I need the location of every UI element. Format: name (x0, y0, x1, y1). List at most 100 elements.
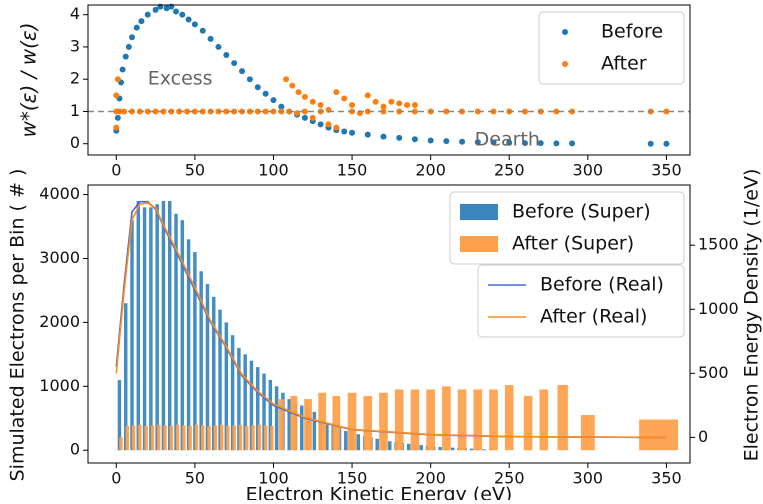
point (173, 8, 180, 15)
point (372, 98, 379, 105)
point (289, 82, 296, 89)
bar (539, 389, 549, 451)
point (309, 114, 316, 121)
bar (263, 425, 268, 451)
point (474, 108, 481, 115)
line (115, 202, 667, 439)
point (647, 140, 654, 147)
point (262, 108, 269, 115)
legend-box (538, 11, 685, 85)
bar (142, 207, 147, 451)
point (341, 128, 348, 135)
bar (457, 389, 467, 451)
point (349, 102, 356, 108)
y-tick-label: 3 (70, 36, 80, 55)
bar (168, 200, 172, 451)
point (207, 35, 214, 42)
point (223, 52, 230, 58)
plot-frame (87, 4, 691, 156)
bar (379, 392, 388, 451)
point (459, 138, 466, 145)
bar (224, 322, 229, 451)
point (301, 108, 308, 115)
point (179, 11, 186, 18)
y-tick-label: 3000 (39, 248, 80, 267)
bar (149, 207, 153, 451)
bar (169, 425, 174, 451)
bar (243, 354, 247, 451)
bar (125, 425, 130, 451)
bar (174, 213, 178, 451)
point (113, 124, 120, 131)
point (144, 11, 151, 18)
x-axis-label: Electron Kinetic Energy (eV) (246, 484, 513, 501)
y2-axis-label: Electron Energy Density (1/eV) (741, 169, 763, 462)
x-tick-label: 0 (111, 469, 121, 488)
point (191, 21, 198, 28)
legend-marker (562, 29, 568, 35)
bar (375, 438, 379, 451)
point (199, 27, 206, 34)
bar (394, 389, 404, 451)
point (278, 103, 285, 110)
point (125, 43, 132, 50)
bar (450, 447, 455, 451)
bar (325, 424, 329, 451)
point (427, 137, 434, 144)
point (114, 114, 121, 121)
x-tick-label: 350 (651, 161, 682, 180)
bar (639, 419, 679, 451)
x-tick-label: 50 (185, 469, 205, 488)
point (317, 121, 324, 128)
point (569, 140, 576, 147)
bar (219, 424, 224, 451)
point (254, 84, 261, 91)
legend-label: After (Real) (540, 306, 647, 328)
point (113, 92, 120, 99)
point (231, 60, 238, 67)
x-tick-label: 100 (258, 161, 289, 180)
bar (332, 395, 341, 451)
bar (300, 405, 304, 451)
point (388, 98, 395, 105)
point (411, 108, 418, 115)
point (317, 102, 324, 108)
bar (504, 385, 514, 451)
bar (199, 271, 203, 451)
legend-label: After (Super) (512, 233, 634, 255)
bar (489, 389, 498, 451)
bar (312, 411, 317, 451)
bar (268, 379, 273, 451)
bar (207, 425, 211, 451)
point (185, 16, 192, 23)
bar (270, 425, 274, 451)
point (663, 108, 670, 115)
x-tick-label: 100 (258, 469, 289, 488)
point (333, 124, 340, 131)
bar (363, 395, 373, 451)
point (521, 140, 528, 147)
bar (278, 399, 284, 451)
y-axis-label: Simulated Electrons per Bin ( # ) (7, 169, 29, 482)
point (443, 138, 450, 145)
x-tick-label: 150 (337, 469, 368, 488)
point (364, 131, 371, 138)
bar (410, 389, 420, 451)
bar (201, 425, 205, 451)
y-tick-label: 2000 (39, 312, 80, 331)
y-tick-label: 0 (70, 440, 80, 459)
legend-label: Before (Super) (512, 201, 651, 223)
bar (180, 220, 185, 451)
legend-swatch (460, 204, 498, 220)
y2-tick-label: 500 (698, 363, 729, 382)
bar (237, 347, 241, 451)
bar (557, 385, 568, 451)
bar (157, 424, 161, 451)
y-tick-label: 1000 (39, 376, 80, 395)
x-tick-label: 150 (337, 161, 368, 180)
legend-box (477, 264, 685, 338)
bar (186, 239, 191, 451)
point (231, 108, 238, 115)
y-tick-label: 1 (70, 101, 80, 120)
point (396, 100, 403, 107)
